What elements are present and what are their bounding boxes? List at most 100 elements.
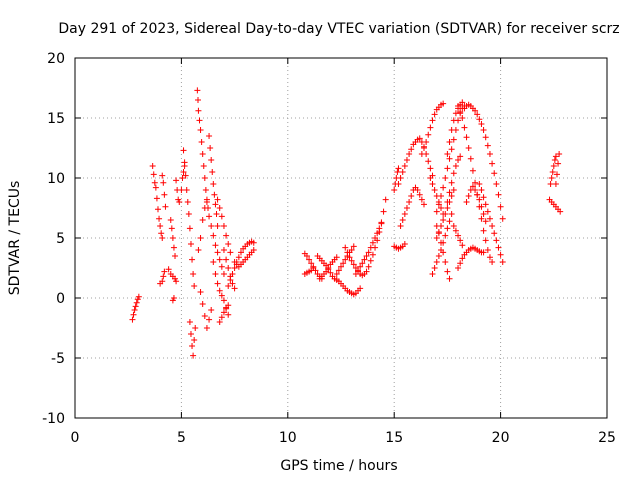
data-point-marker [216,319,223,325]
y-axis-label: SDTVAR / TECUs [7,181,23,296]
series-s9 [178,163,188,193]
data-point-marker [553,171,560,178]
data-point-marker [484,142,491,149]
series-s34 [418,100,447,157]
data-point-marker [444,151,451,157]
series-s31 [391,241,408,252]
data-point-marker [340,260,347,267]
data-point-marker [237,249,244,256]
data-point-marker [346,254,353,261]
x-tick-label: 20 [492,430,510,446]
data-point-marker [469,183,476,190]
data-point-marker [476,196,483,203]
data-point-marker [476,116,483,123]
data-point-marker [212,201,219,208]
data-point-marker [491,170,498,177]
series-s30 [391,165,402,193]
data-point-marker [401,163,408,169]
data-point-marker [132,303,139,310]
data-point-marker [438,193,445,199]
data-point-marker [235,254,242,261]
data-point-marker [429,271,436,277]
data-point-marker [183,187,190,193]
data-point-marker [208,307,215,313]
data-point-marker [457,109,464,115]
data-point-marker [200,163,207,169]
data-point-marker [486,215,493,222]
data-point-marker [489,259,496,265]
data-point-marker [201,175,208,181]
data-point-marker [209,169,216,175]
data-point-marker [220,297,227,304]
data-point-marker [427,165,434,172]
data-point-marker [227,277,234,283]
data-point-marker [192,325,199,331]
series-s1 [129,293,142,323]
series-s2 [149,163,166,241]
data-point-marker [457,237,464,244]
data-point-marker [425,131,432,138]
data-point-marker [218,263,225,270]
data-point-marker [231,285,238,292]
data-point-marker [455,265,462,271]
data-point-marker [199,151,206,157]
data-point-marker [448,179,455,186]
data-point-marker [211,191,218,198]
data-point-marker [187,241,194,247]
series-s40 [455,103,496,265]
data-point-marker [189,256,196,263]
data-point-marker [207,145,214,151]
data-point-marker [427,124,434,131]
series-s42 [444,153,464,205]
series-s37 [429,211,455,277]
data-point-marker [189,343,196,349]
data-point-marker [186,225,193,232]
data-point-marker [225,311,232,318]
data-point-marker [552,153,559,160]
data-point-marker [435,253,442,259]
data-point-marker [450,223,457,229]
data-point-marker [210,232,217,239]
data-point-marker [162,203,169,210]
series-s27 [338,280,364,298]
series-s8 [173,177,183,205]
series-s15 [206,133,221,229]
data-point-marker [444,268,451,275]
data-point-marker [469,167,476,174]
data-point-marker [459,115,466,121]
series-s46 [476,181,506,265]
data-point-marker [363,268,370,275]
data-point-marker [446,155,453,162]
x-tick-label: 10 [279,430,297,446]
data-point-marker [484,208,491,215]
series-s24 [314,253,342,285]
data-point-marker [374,230,381,237]
series-s48 [547,153,559,187]
data-point-marker [225,265,232,271]
data-point-marker [176,199,183,205]
data-point-marker [480,211,487,217]
data-point-marker [220,247,227,253]
x-tick-labels: 0 5 10 15 20 25 [71,430,616,446]
data-point-marker [440,100,447,107]
data-point-marker [212,271,219,277]
data-point-marker [333,254,340,261]
data-point-marker [197,127,204,133]
data-point-marker [472,179,479,186]
data-point-marker [427,175,434,181]
data-point-marker [431,111,438,118]
data-point-marker [446,189,453,196]
data-point-marker [208,223,215,229]
data-point-marker [408,146,415,153]
y-tick-label: 20 [47,51,65,67]
data-point-marker [214,249,221,256]
data-point-marker [433,235,440,241]
data-point-marker [194,87,201,94]
data-point-marker [418,151,425,157]
data-point-marker [198,139,205,145]
data-point-marker [133,299,140,306]
data-point-marker [160,179,167,186]
data-point-marker [173,278,180,285]
data-point-marker [457,260,464,267]
